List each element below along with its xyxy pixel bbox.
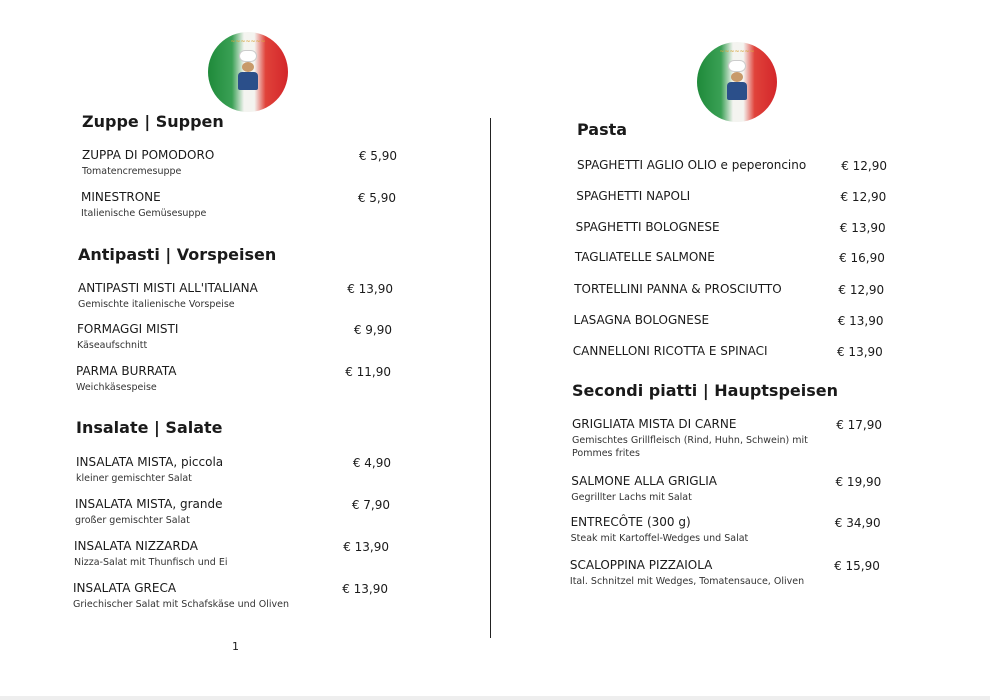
- item-name: PARMA BURRATA: [76, 364, 177, 378]
- menu-item: SALMONE ALLA GRIGLIA Gegrillter Lachs mit…: [571, 474, 881, 504]
- item-description: Steak mit Kartoffel-Wedges und Salat: [570, 533, 749, 544]
- item-price: € 15,90: [834, 559, 880, 573]
- item-description: Käseaufschnitt: [77, 340, 148, 351]
- item-price: € 9,90: [353, 323, 392, 337]
- item-description: Nizza-Salat mit Thunfisch und Ei: [74, 557, 228, 568]
- menu-item: CANNELLONI RICOTTA E SPINACI € 13,90: [572, 344, 883, 359]
- item-price: € 4,90: [352, 456, 391, 470]
- restaurant-logo-right: ~~~~~~~: [697, 42, 777, 122]
- item-price: € 5,90: [357, 191, 396, 205]
- item-price: € 11,90: [345, 365, 391, 379]
- item-name: SPAGHETTI BOLOGNESE: [575, 220, 720, 234]
- section-title: Antipasti | Vorspeisen: [78, 245, 277, 264]
- item-description: Gegrillter Lachs mit Salat: [571, 492, 692, 503]
- item-name: LASAGNA BOLOGNESE: [573, 313, 710, 327]
- item-description: Ital. Schnitzel mit Wedges, Tomatensauce…: [569, 576, 805, 587]
- column-divider: [490, 118, 491, 638]
- item-description: Gemischtes Grillfleisch (Rind, Huhn, Sch…: [572, 435, 808, 459]
- item-name: TORTELLINI PANNA & PROSCIUTTO: [574, 282, 782, 296]
- item-description: Griechischer Salat mit Schafskäse und Ol…: [73, 599, 289, 610]
- item-description: großer gemischter Salat: [75, 515, 190, 526]
- menu-item: MINESTRONE Italienische Gemüsesuppe € 5,90: [81, 190, 396, 220]
- chef-icon: [727, 60, 747, 100]
- item-description: Gemischte italienische Vorspeise: [78, 299, 235, 310]
- item-price: € 13,90: [347, 282, 393, 296]
- menu-item: PARMA BURRATA Weichkäsespeise € 11,90: [76, 364, 391, 394]
- menu-item: GRIGLIATA MISTA DI CARNE Gemischtes Grill…: [572, 417, 882, 460]
- logo-lettering: ~~~~~~~: [719, 48, 755, 55]
- menu-item: SPAGHETTI BOLOGNESE € 13,90: [575, 220, 886, 235]
- logo-lettering: ~~~~~~~: [230, 38, 266, 45]
- menu-item: ANTIPASTI MISTI ALL'ITALIANA Gemischte it…: [78, 281, 393, 311]
- restaurant-logo-left: ~~~~~~~: [208, 32, 288, 112]
- item-name: SPAGHETTI AGLIO OLIO e peperoncino: [577, 158, 807, 172]
- scan-edge: [0, 696, 990, 700]
- item-name: ZUPPA DI POMODORO: [82, 148, 215, 162]
- menu-item: INSALATA MISTA, grande großer gemischter …: [75, 497, 390, 527]
- section-title: Pasta: [577, 120, 628, 139]
- item-price: € 13,90: [343, 540, 389, 554]
- menu-item: SPAGHETTI NAPOLI € 12,90: [576, 189, 887, 204]
- item-price: € 13,90: [342, 582, 388, 596]
- item-price: € 34,90: [834, 516, 881, 530]
- menu-item: INSALATA GRECA Griechischer Salat mit Sch…: [73, 581, 388, 611]
- item-price: € 16,90: [839, 251, 885, 265]
- menu-item: TAGLIATELLE SALMONE € 16,90: [574, 250, 885, 265]
- menu-item: LASAGNA BOLOGNESE € 13,90: [573, 313, 884, 328]
- item-name: ENTRECÔTE (300 g): [570, 515, 691, 529]
- item-price: € 7,90: [351, 498, 390, 512]
- menu-item: INSALATA MISTA, piccola kleiner gemischte…: [76, 455, 391, 485]
- item-description: Italienische Gemüsesuppe: [81, 208, 207, 219]
- item-name: SPAGHETTI NAPOLI: [576, 189, 691, 203]
- item-price: € 5,90: [358, 149, 397, 163]
- item-description: Tomatencremesuppe: [82, 166, 182, 177]
- item-price: € 12,90: [841, 159, 887, 173]
- item-name: INSALATA NIZZARDA: [74, 539, 198, 553]
- item-name: INSALATA GRECA: [73, 581, 177, 595]
- item-name: TAGLIATELLE SALMONE: [574, 250, 715, 264]
- item-price: € 13,90: [839, 221, 886, 235]
- menu-item: ZUPPA DI POMODORO Tomatencremesuppe € 5,90: [82, 148, 397, 178]
- item-price: € 13,90: [837, 314, 884, 328]
- item-name: SALMONE ALLA GRIGLIA: [571, 474, 717, 488]
- item-name: MINESTRONE: [81, 190, 161, 204]
- item-name: FORMAGGI MISTI: [77, 322, 179, 336]
- item-name: ANTIPASTI MISTI ALL'ITALIANA: [78, 281, 258, 295]
- item-price: € 12,90: [840, 190, 887, 204]
- menu-item: SPAGHETTI AGLIO OLIO e peperoncino € 12,9…: [577, 158, 887, 173]
- item-price: € 19,90: [835, 475, 882, 489]
- section-title: Insalate | Salate: [76, 418, 223, 437]
- item-price: € 13,90: [836, 345, 883, 359]
- section-title: Secondi piatti | Hauptspeisen: [572, 381, 839, 400]
- section-title: Zuppe | Suppen: [82, 112, 224, 131]
- menu-item: FORMAGGI MISTI Käseaufschnitt € 9,90: [77, 322, 392, 352]
- item-price: € 12,90: [838, 283, 885, 297]
- chef-icon: [238, 50, 258, 90]
- item-name: CANNELLONI RICOTTA E SPINACI: [572, 344, 768, 358]
- item-description: Weichkäsespeise: [76, 382, 157, 393]
- item-price: € 17,90: [836, 418, 882, 432]
- item-name: SCALOPPINA PIZZAIOLA: [569, 558, 713, 572]
- menu-item: SCALOPPINA PIZZAIOLA Ital. Schnitzel mit …: [570, 558, 880, 588]
- item-name: GRIGLIATA MISTA DI CARNE: [572, 417, 737, 431]
- menu-item: INSALATA NIZZARDA Nizza-Salat mit Thunfis…: [74, 539, 389, 569]
- menu-item: ENTRECÔTE (300 g) Steak mit Kartoffel-Wed…: [571, 515, 881, 545]
- item-name: INSALATA MISTA, grande: [75, 497, 223, 511]
- item-description: kleiner gemischter Salat: [76, 473, 192, 484]
- page-number: 1: [232, 640, 239, 653]
- item-name: INSALATA MISTA, piccola: [76, 455, 224, 469]
- menu-item: TORTELLINI PANNA & PROSCIUTTO € 12,90: [574, 282, 885, 297]
